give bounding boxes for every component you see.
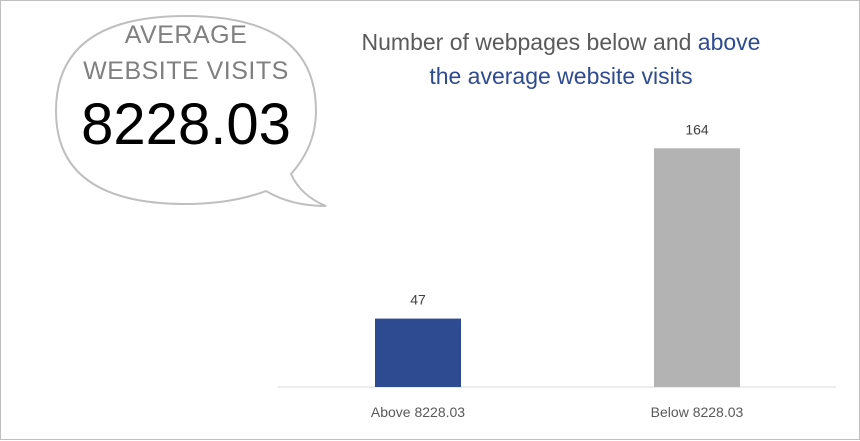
data-label-1: 47 [410,292,426,308]
bubble-label-line2: WEBSITE VISITS [83,57,289,85]
chart-title-accent: above [697,29,761,55]
data-label-2: 164 [685,121,709,137]
bar-1 [375,318,461,387]
average-value: 8228.03 [81,92,291,157]
category-label-2: Below 8228.03 [651,404,744,420]
chart-title-part1: Number of webpages below and [361,29,692,55]
chart-title-part3: the average website visits [429,63,693,89]
category-label-1: Above 8228.03 [371,404,465,420]
bar-2 [654,148,740,387]
chart-title: Number of webpages below and above the a… [311,25,811,93]
bubble-label-line1: AVERAGE [124,21,248,49]
